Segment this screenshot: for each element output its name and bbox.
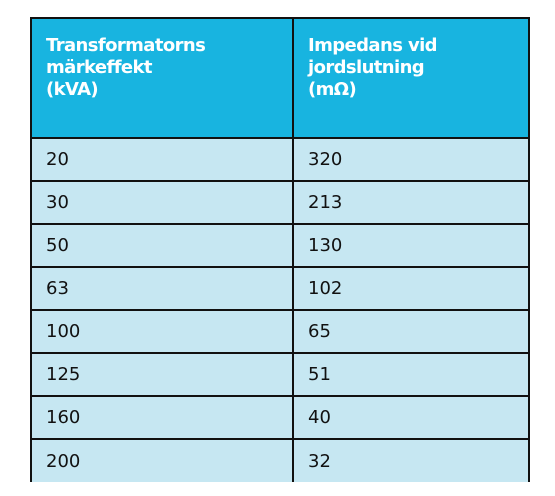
header-impedance-line-1: Impedans vid <box>308 35 438 56</box>
cell-impedance: 130 <box>292 223 530 268</box>
cell-rated-power: 63 <box>30 266 294 311</box>
cell-rated-power: 20 <box>30 137 294 182</box>
table-row: 20 320 <box>30 137 530 182</box>
cell-rated-power: 200 <box>30 438 294 482</box>
cell-rated-power: 100 <box>30 309 294 354</box>
cell-rated-power: 125 <box>30 352 294 397</box>
cell-impedance: 32 <box>292 438 530 482</box>
table-row: 50 130 <box>30 223 530 268</box>
table-row: 30 213 <box>30 180 530 225</box>
cell-rated-power: 30 <box>30 180 294 225</box>
header-rated-power-line-3: (kVA) <box>46 79 99 100</box>
cell-rated-power: 50 <box>30 223 294 268</box>
cell-impedance: 102 <box>292 266 530 311</box>
header-impedance-line-2: jordslutning <box>308 57 425 78</box>
cell-impedance: 51 <box>292 352 530 397</box>
header-earth-fault-impedance: Impedans vid jordslutning (mΩ) <box>292 17 530 139</box>
cell-rated-power: 160 <box>30 395 294 440</box>
table-body: 20 320 30 213 50 130 63 102 100 65 125 5… <box>30 137 530 482</box>
table-header: Transformatorns märkeffekt (kVA) Impedan… <box>30 17 530 139</box>
table-row: 160 40 <box>30 395 530 440</box>
table-row: 100 65 <box>30 309 530 354</box>
table-row: 200 32 <box>30 438 530 482</box>
cell-impedance: 320 <box>292 137 530 182</box>
impedance-table-container: Transformatorns märkeffekt (kVA) Impedan… <box>30 17 530 496</box>
header-rated-power: Transformatorns märkeffekt (kVA) <box>30 17 294 139</box>
header-row: Transformatorns märkeffekt (kVA) Impedan… <box>30 17 530 139</box>
header-rated-power-line-2: märkeffekt <box>46 57 153 78</box>
table-row: 125 51 <box>30 352 530 397</box>
header-rated-power-line-1: Transformatorns <box>46 35 206 56</box>
table-row: 63 102 <box>30 266 530 311</box>
cell-impedance: 40 <box>292 395 530 440</box>
header-impedance-line-3: (mΩ) <box>308 79 357 100</box>
cell-impedance: 213 <box>292 180 530 225</box>
cell-impedance: 65 <box>292 309 530 354</box>
impedance-table: Transformatorns märkeffekt (kVA) Impedan… <box>30 17 530 482</box>
